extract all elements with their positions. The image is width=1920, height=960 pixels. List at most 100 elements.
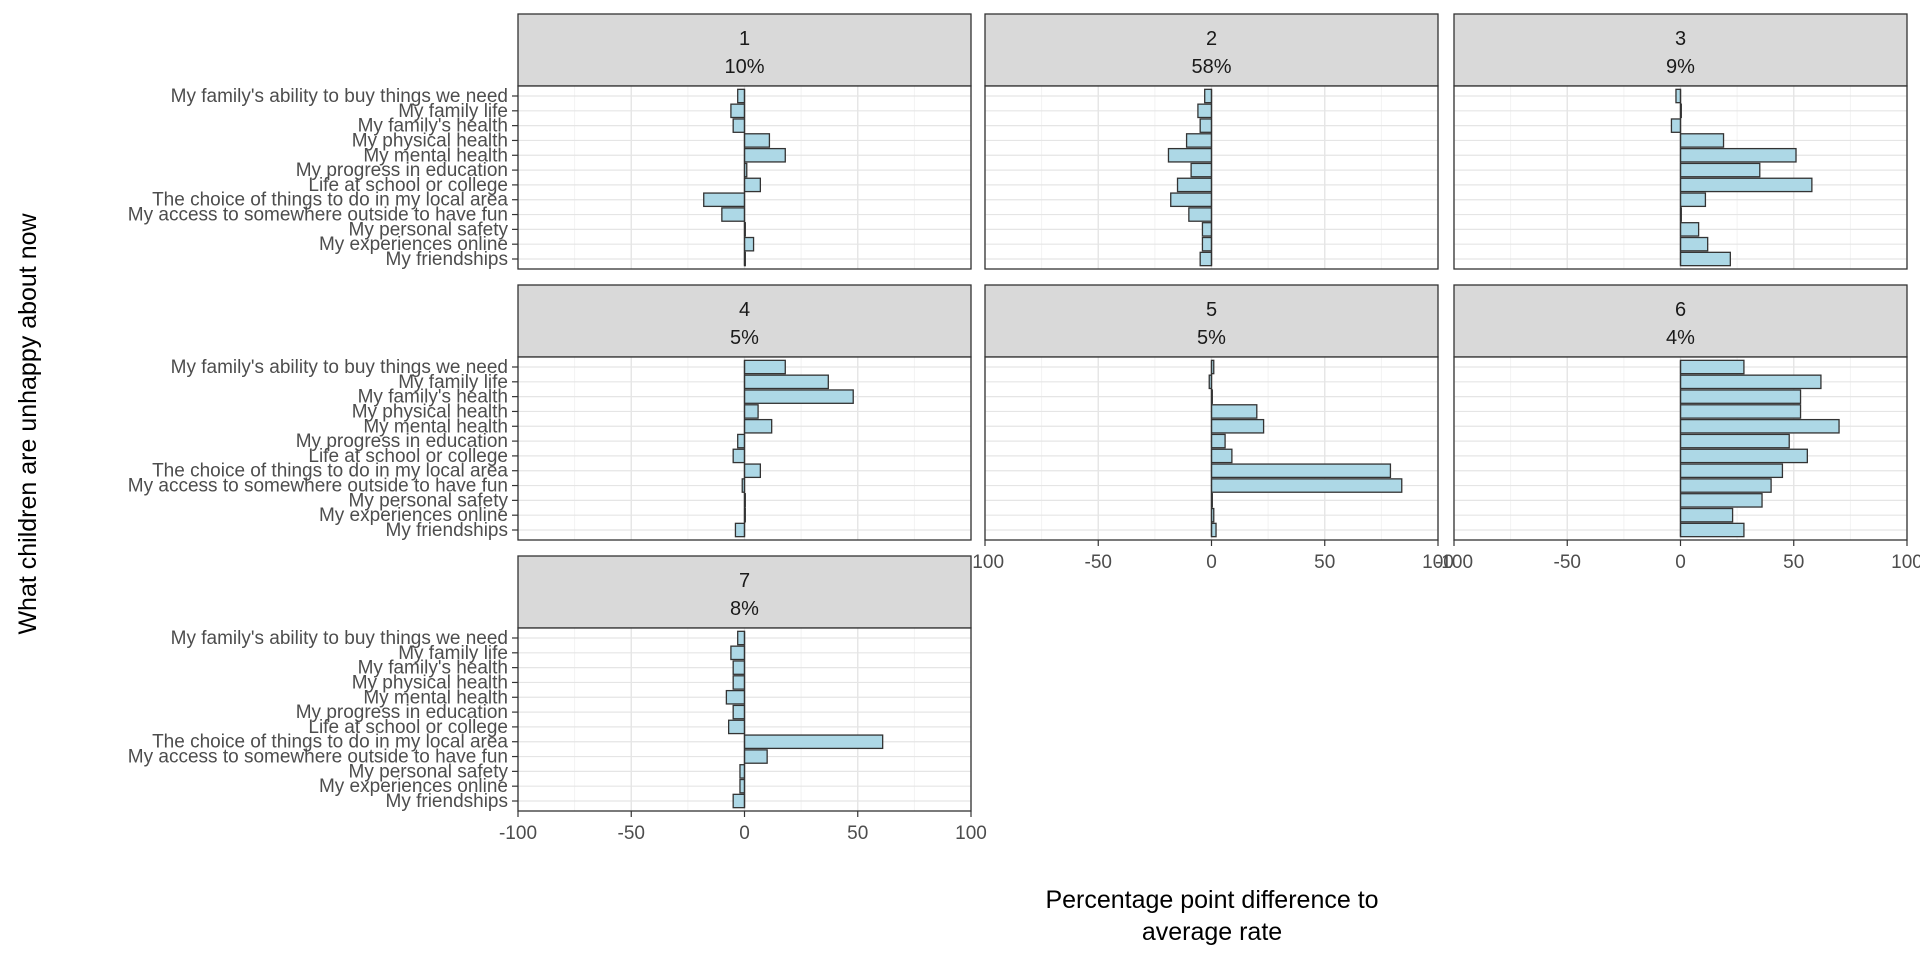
bar bbox=[743, 418, 773, 434]
facet-strip-label: 7 bbox=[739, 570, 750, 592]
x-tick-label: 50 bbox=[847, 823, 868, 844]
bar bbox=[1176, 177, 1213, 193]
bar bbox=[743, 177, 762, 193]
category-label: My physical health bbox=[352, 130, 508, 151]
bar bbox=[1679, 192, 1707, 208]
panel-border bbox=[517, 356, 972, 541]
facet-strip-share: 5% bbox=[730, 327, 759, 349]
bar bbox=[727, 719, 746, 735]
category-label: Life at school or college bbox=[308, 717, 508, 738]
bar bbox=[730, 645, 746, 661]
bar bbox=[1670, 118, 1682, 133]
bar bbox=[1210, 433, 1226, 449]
bar bbox=[1679, 133, 1725, 148]
bar bbox=[1679, 478, 1772, 493]
x-tick-label: -50 bbox=[1085, 552, 1112, 573]
category-label: My friendships bbox=[386, 249, 509, 270]
category-label: My experiences online bbox=[319, 776, 508, 797]
x-tick-label: -100 bbox=[966, 552, 1004, 573]
bar bbox=[1679, 493, 1763, 508]
bar bbox=[743, 133, 771, 148]
bar bbox=[1679, 177, 1813, 193]
bar bbox=[1679, 463, 1784, 479]
bar bbox=[1201, 236, 1213, 252]
bar bbox=[743, 404, 759, 419]
bar bbox=[721, 207, 746, 222]
bar bbox=[1679, 404, 1802, 419]
category-label: My family life bbox=[398, 643, 508, 664]
facet-strip-share: 10% bbox=[724, 56, 764, 78]
bar bbox=[737, 433, 746, 449]
category-label: My personal safety bbox=[349, 219, 509, 240]
x-tick-label: -100 bbox=[499, 823, 537, 844]
bar bbox=[734, 522, 746, 538]
bar bbox=[1679, 507, 1734, 523]
bar bbox=[1170, 192, 1213, 208]
panel-border bbox=[1453, 85, 1908, 270]
bar bbox=[732, 704, 746, 720]
bar bbox=[1679, 251, 1731, 267]
x-tick-label: 0 bbox=[739, 823, 750, 844]
facet-strip-label: 3 bbox=[1675, 28, 1686, 50]
bar bbox=[1679, 236, 1709, 252]
category-label: My mental health bbox=[363, 145, 508, 166]
panel-border bbox=[517, 85, 972, 270]
bar bbox=[703, 192, 746, 208]
category-label: My access to somewhere outside to have f… bbox=[128, 476, 508, 497]
category-label: My personal safety bbox=[349, 490, 509, 511]
bar bbox=[730, 103, 746, 119]
bar bbox=[1210, 478, 1403, 493]
category-label: My mental health bbox=[363, 416, 508, 437]
facet-strip-share: 9% bbox=[1666, 56, 1695, 78]
bar bbox=[1679, 147, 1797, 163]
category-label: The choice of things to do in my local a… bbox=[152, 732, 508, 753]
category-label: My family's ability to buy things we nee… bbox=[171, 357, 508, 378]
x-tick-label: 100 bbox=[1891, 552, 1920, 573]
category-label: My physical health bbox=[352, 401, 508, 422]
facet-strip-label: 6 bbox=[1675, 299, 1686, 321]
bar bbox=[743, 463, 762, 479]
facet-strip-label: 5 bbox=[1206, 299, 1217, 321]
facet-strip bbox=[1453, 284, 1908, 358]
bar bbox=[1679, 222, 1700, 237]
category-label: My experiences online bbox=[319, 234, 508, 255]
x-tick-label: 50 bbox=[1314, 552, 1335, 573]
bar bbox=[743, 734, 884, 750]
bar bbox=[743, 749, 768, 764]
y-axis-title: What children are unhappy about now bbox=[14, 213, 42, 635]
bar bbox=[1679, 359, 1745, 375]
category-label: My family life bbox=[398, 372, 508, 393]
bar bbox=[743, 389, 854, 404]
bar bbox=[725, 689, 746, 705]
category-label: The choice of things to do in my local a… bbox=[152, 190, 508, 211]
facet-strip bbox=[1453, 13, 1908, 87]
facet-strip bbox=[984, 284, 1439, 358]
x-axis-title-line-1: Percentage point difference to bbox=[1045, 886, 1378, 914]
bar bbox=[1679, 374, 1822, 390]
category-label: My physical health bbox=[352, 672, 508, 693]
bar bbox=[1188, 207, 1213, 222]
category-label: My family's health bbox=[358, 387, 508, 408]
x-tick-label: -50 bbox=[1554, 552, 1581, 573]
bar bbox=[1679, 433, 1790, 449]
x-tick-label: 50 bbox=[1783, 552, 1804, 573]
bar bbox=[1210, 463, 1392, 479]
category-label: My family's ability to buy things we nee… bbox=[171, 628, 508, 649]
bar bbox=[1210, 448, 1233, 464]
category-label: Life at school or college bbox=[308, 446, 508, 467]
bar bbox=[1204, 88, 1213, 104]
bar bbox=[1679, 418, 1840, 434]
category-label: My family's ability to buy things we nee… bbox=[171, 86, 508, 107]
bar bbox=[1210, 404, 1258, 419]
facet-strip bbox=[517, 284, 972, 358]
x-tick-label: 100 bbox=[1422, 552, 1454, 573]
bar bbox=[732, 118, 746, 133]
bar bbox=[1199, 118, 1213, 133]
bar bbox=[1190, 162, 1213, 178]
facet-strip-share: 58% bbox=[1191, 56, 1231, 78]
bar bbox=[1210, 418, 1265, 434]
x-tick-label: -50 bbox=[618, 823, 645, 844]
category-label: My progress in education bbox=[296, 160, 508, 181]
category-label: My access to somewhere outside to have f… bbox=[128, 747, 508, 768]
bar bbox=[743, 236, 755, 252]
